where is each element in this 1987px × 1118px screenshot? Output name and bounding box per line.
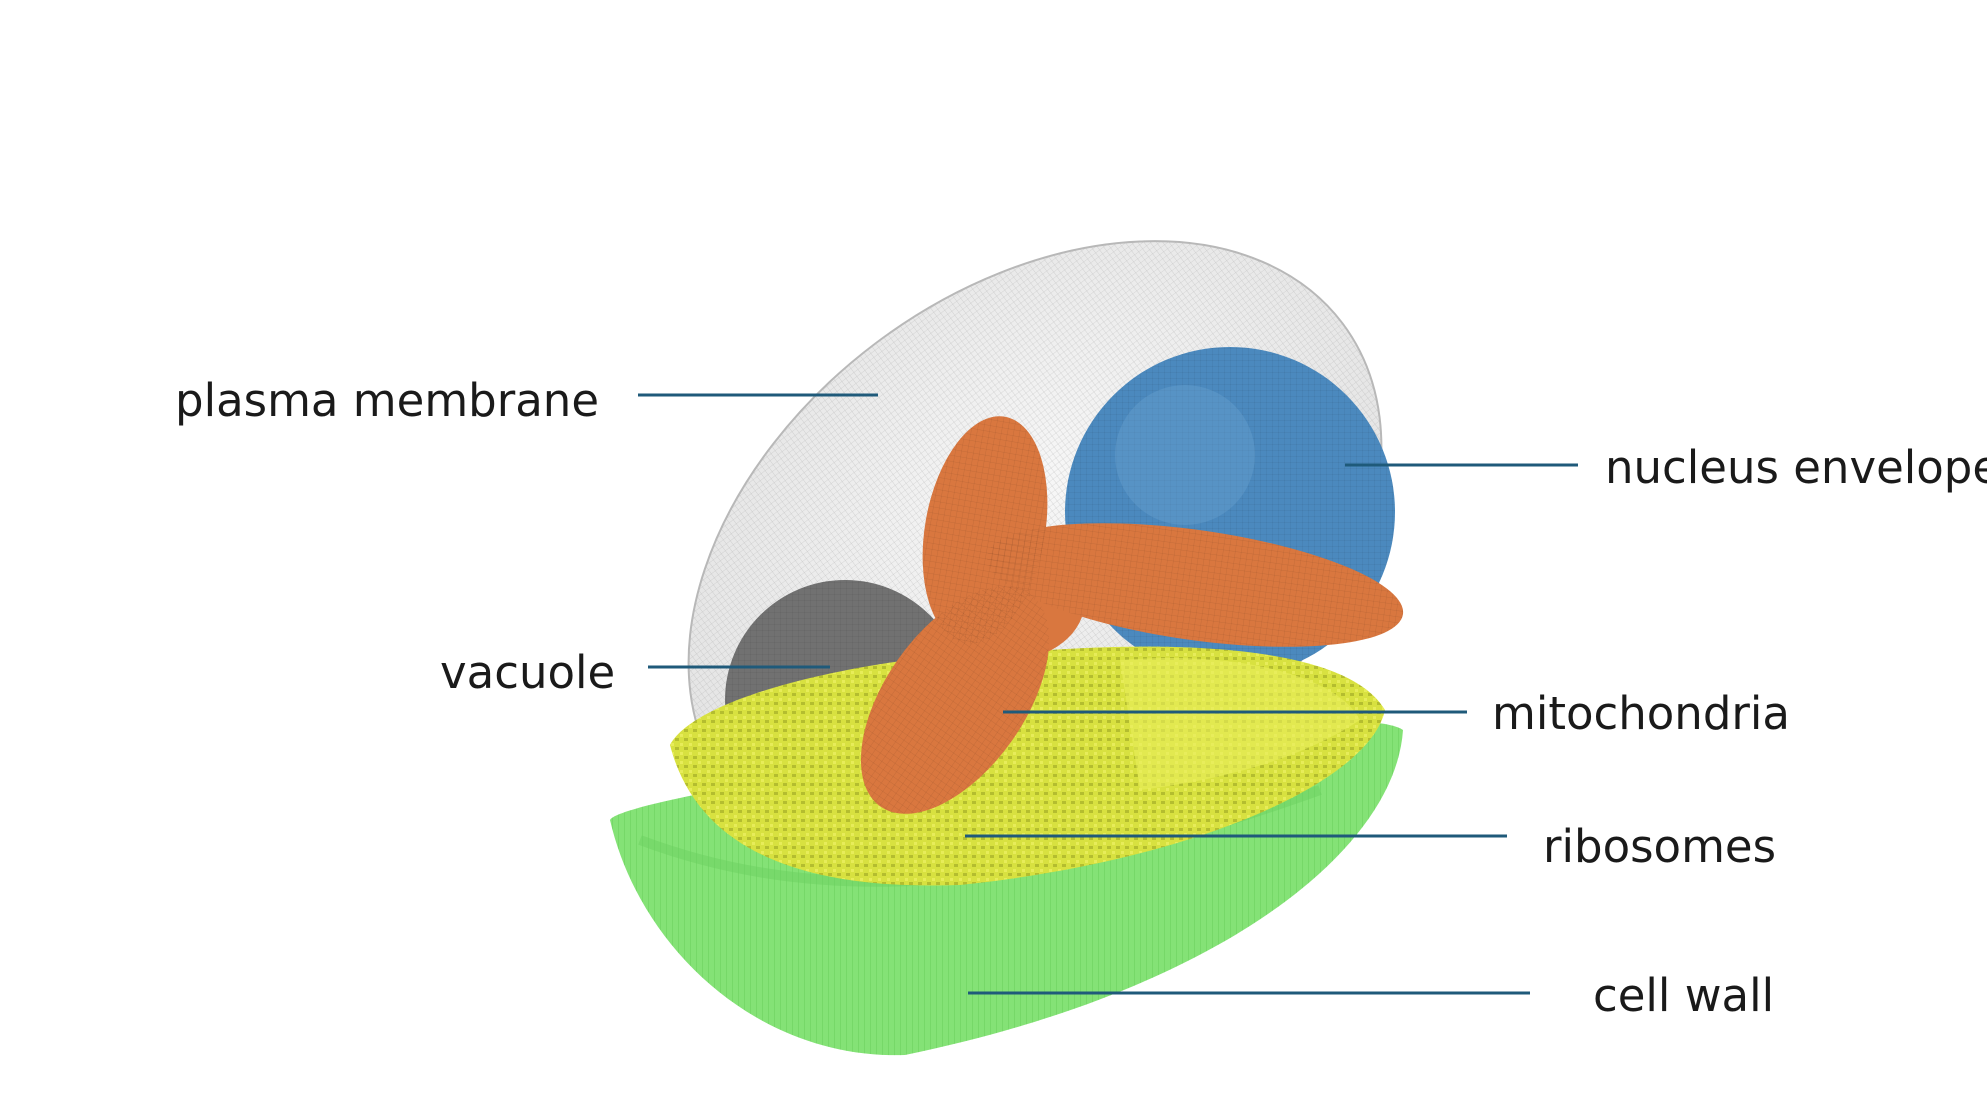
label-plasma-membrane: plasma membrane <box>175 374 600 427</box>
label-cell-wall: cell wall <box>1593 969 1775 1022</box>
ribosomes-shape <box>670 646 1385 886</box>
label-vacuole: vacuole <box>440 646 616 699</box>
label-mitochondria: mitochondria <box>1492 687 1790 740</box>
label-nucleus-envelope: nucleus envelope <box>1605 441 1987 494</box>
label-ribosomes: ribosomes <box>1543 820 1777 873</box>
leader-lines <box>638 393 1578 995</box>
mitochondria-shape <box>860 416 1404 814</box>
